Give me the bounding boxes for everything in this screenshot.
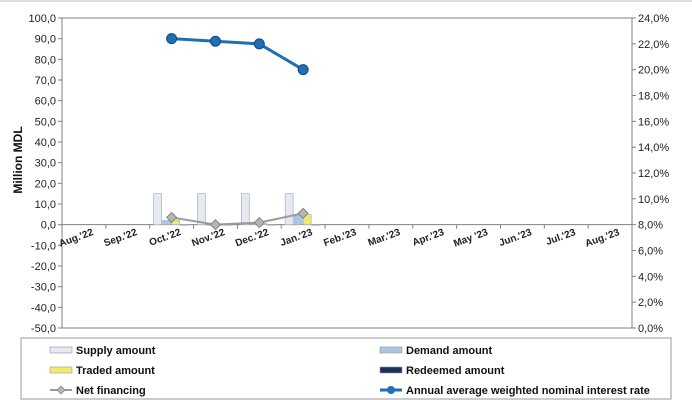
- y-tick-label: 60,0: [35, 96, 56, 108]
- y2-tick-label: 20,0%: [638, 65, 669, 77]
- y-tick-label: 0,0: [41, 220, 56, 232]
- legend-label: Demand amount: [406, 345, 493, 357]
- y-tick-label: -10,0: [31, 240, 56, 252]
- series-line: [171, 37, 304, 71]
- y2-tick-label: 16,0%: [638, 116, 669, 128]
- data-point: [209, 219, 222, 231]
- legend-label: Supply amount: [76, 345, 156, 357]
- y-tick-label: 90,0: [35, 34, 56, 46]
- legend-swatch: [49, 346, 73, 354]
- y-tick-label: 80,0: [35, 54, 56, 66]
- y-tick-label: 10,0: [35, 199, 56, 211]
- y-tick-label: 20,0: [35, 178, 56, 190]
- y2-tick-label: 18,0%: [638, 91, 669, 103]
- bar: [197, 193, 206, 225]
- legend-swatch: [379, 346, 403, 354]
- y-axis-label: Million MDL: [11, 126, 25, 193]
- legend-marker: [387, 386, 395, 394]
- y2-tick-label: 22,0%: [638, 39, 669, 51]
- bar: [241, 193, 250, 225]
- legend-label: Annual average weighted nominal interest…: [406, 385, 650, 397]
- y-tick-label: 70,0: [35, 75, 56, 87]
- bar: [180, 224, 189, 226]
- legend-marker: [56, 385, 66, 395]
- data-point: [166, 211, 178, 223]
- y-tick-label: 50,0: [35, 116, 56, 128]
- y2-tick-label: 2,0%: [638, 297, 663, 309]
- y-tick-label: -20,0: [31, 261, 56, 273]
- y-tick-label: -50,0: [31, 323, 56, 335]
- y2-tick-label: 6,0%: [638, 246, 663, 258]
- legend-box: [20, 337, 672, 400]
- series-line: [171, 212, 304, 226]
- legend: Supply amount Demand amount Traded amount R…: [20, 337, 672, 400]
- y2-tick-label: 14,0%: [638, 142, 669, 154]
- bar: [153, 193, 162, 225]
- legend-label: Redeemed amount: [406, 365, 505, 377]
- legend-swatch: [379, 366, 403, 374]
- bar: [162, 220, 171, 225]
- y2-tick-label: 10,0%: [638, 194, 669, 206]
- y2-tick-label: 24,0%: [638, 13, 669, 25]
- y2-tick-label: 4,0%: [638, 271, 663, 283]
- legend-label: Traded amount: [76, 365, 155, 377]
- data-point: [209, 35, 221, 47]
- y-tick-label: 100,0: [28, 13, 56, 25]
- legend-swatch: [49, 366, 73, 374]
- y-tick-label: -30,0: [31, 282, 56, 294]
- y-tick-label: 40,0: [35, 137, 56, 149]
- data-point: [166, 33, 178, 45]
- y-tick-label: 30,0: [35, 158, 56, 170]
- y2-tick-label: 0,0%: [638, 323, 663, 335]
- legend-label: Net financing: [76, 385, 146, 397]
- y-tick-label: -40,0: [31, 302, 56, 314]
- data-point: [253, 217, 265, 229]
- bar: [284, 193, 294, 225]
- data-point: [253, 38, 265, 50]
- y2-tick-label: 8,0%: [638, 220, 663, 232]
- bar: [268, 224, 277, 226]
- data-point: [297, 207, 309, 219]
- y2-tick-label: 12,0%: [638, 168, 669, 180]
- bar: [311, 224, 321, 226]
- data-point: [297, 64, 309, 76]
